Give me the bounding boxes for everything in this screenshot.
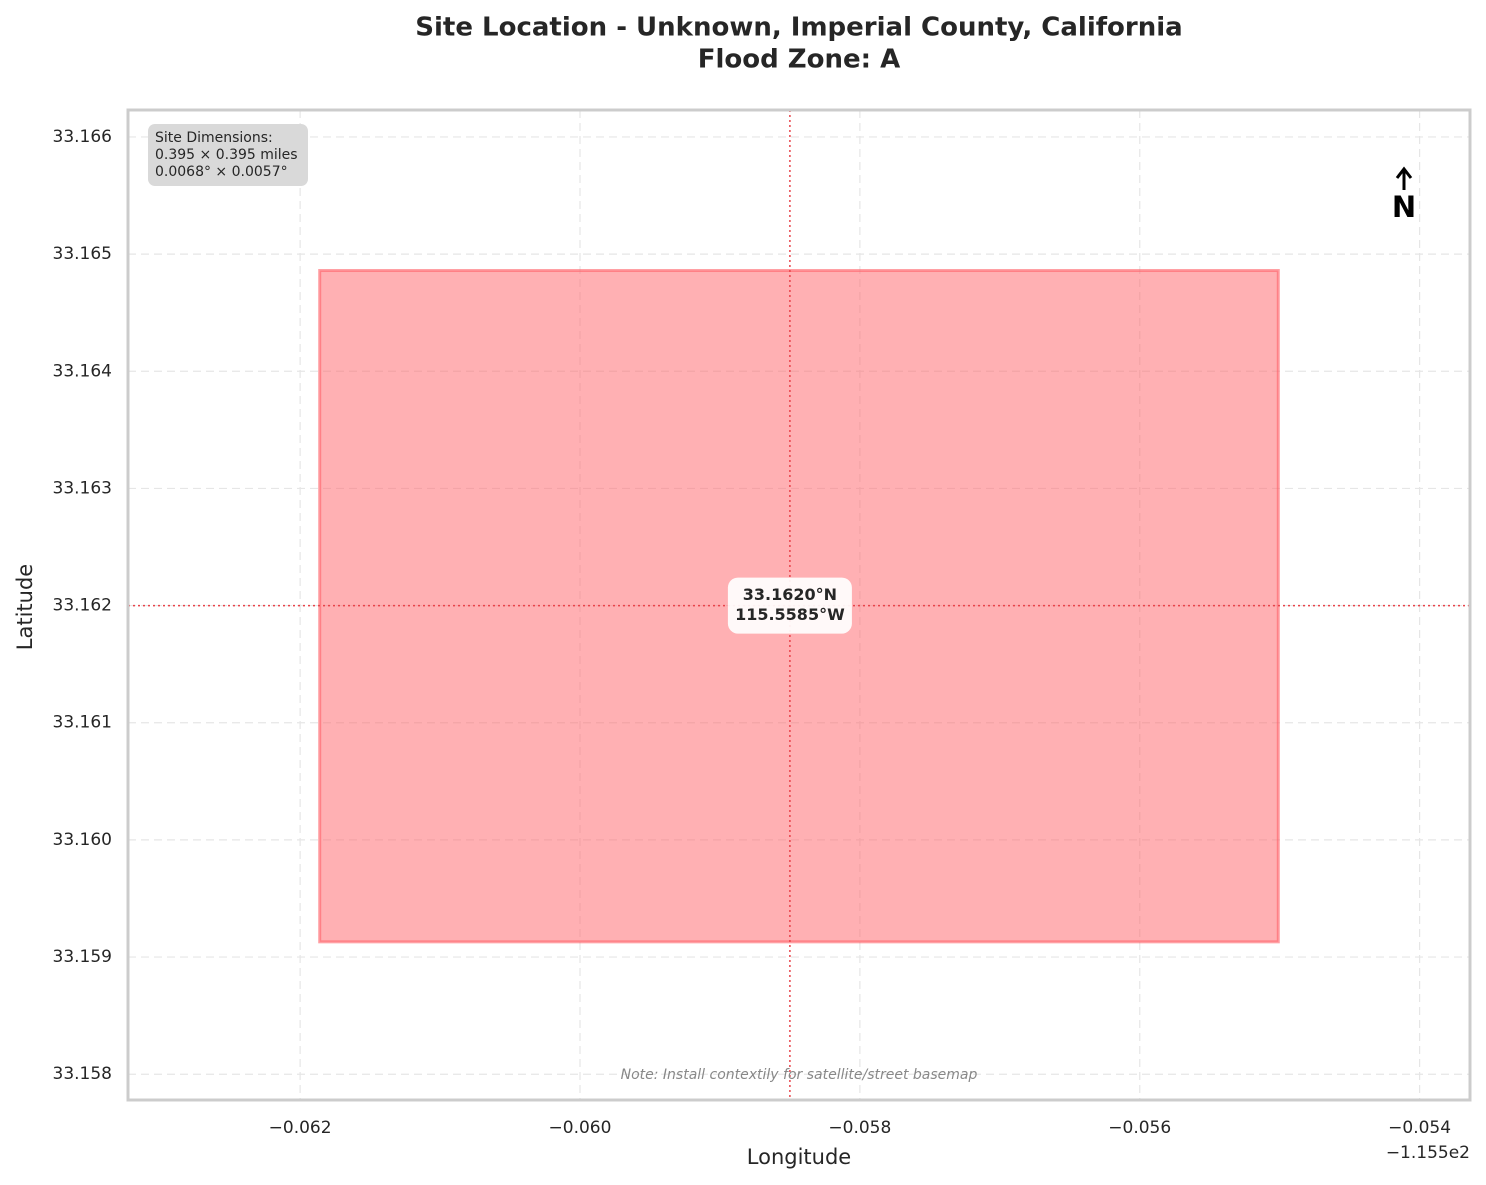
x-tick-label: −0.060: [549, 1118, 612, 1138]
info-line: 0.395 × 0.395 miles: [155, 147, 298, 163]
info-box: [148, 124, 308, 186]
x-tick-label: −0.062: [269, 1118, 332, 1138]
y-tick-label: 33.161: [53, 713, 112, 733]
x-offset-label: −1.155e2: [1386, 1143, 1470, 1163]
y-tick-label: 33.165: [53, 244, 112, 264]
info-line: 0.0068° × 0.0057°: [155, 164, 288, 180]
y-axis-label: Latitude: [13, 564, 37, 650]
x-axis-label: Longitude: [747, 1145, 851, 1169]
center-label: 115.5585°W: [735, 605, 845, 624]
x-tick-label: −0.054: [1388, 1118, 1451, 1138]
y-tick-label: 33.166: [53, 127, 112, 147]
y-tick-label: 33.159: [53, 947, 112, 967]
y-tick-label: 33.164: [53, 361, 112, 381]
x-tick-label: −0.056: [1108, 1118, 1171, 1138]
north-label: N: [1392, 190, 1416, 224]
chart-title: Site Location - Unknown, Imperial County…: [415, 13, 1182, 43]
center-label: 33.1620°N: [743, 585, 837, 604]
center-label-box: [727, 577, 852, 634]
info-line: Site Dimensions:: [155, 130, 273, 146]
x-tick-label: −0.058: [828, 1118, 891, 1138]
y-tick-label: 33.158: [53, 1064, 112, 1084]
chart-subtitle: Flood Zone: A: [698, 45, 901, 75]
y-tick-label: 33.160: [53, 830, 112, 850]
y-tick-label: 33.162: [53, 596, 112, 616]
plot-frame: [126, 108, 1472, 1102]
y-tick-label: 33.163: [53, 478, 112, 498]
north-arrow: [1395, 166, 1413, 190]
note: Note: Install contextily for satellite/s…: [621, 1067, 978, 1083]
